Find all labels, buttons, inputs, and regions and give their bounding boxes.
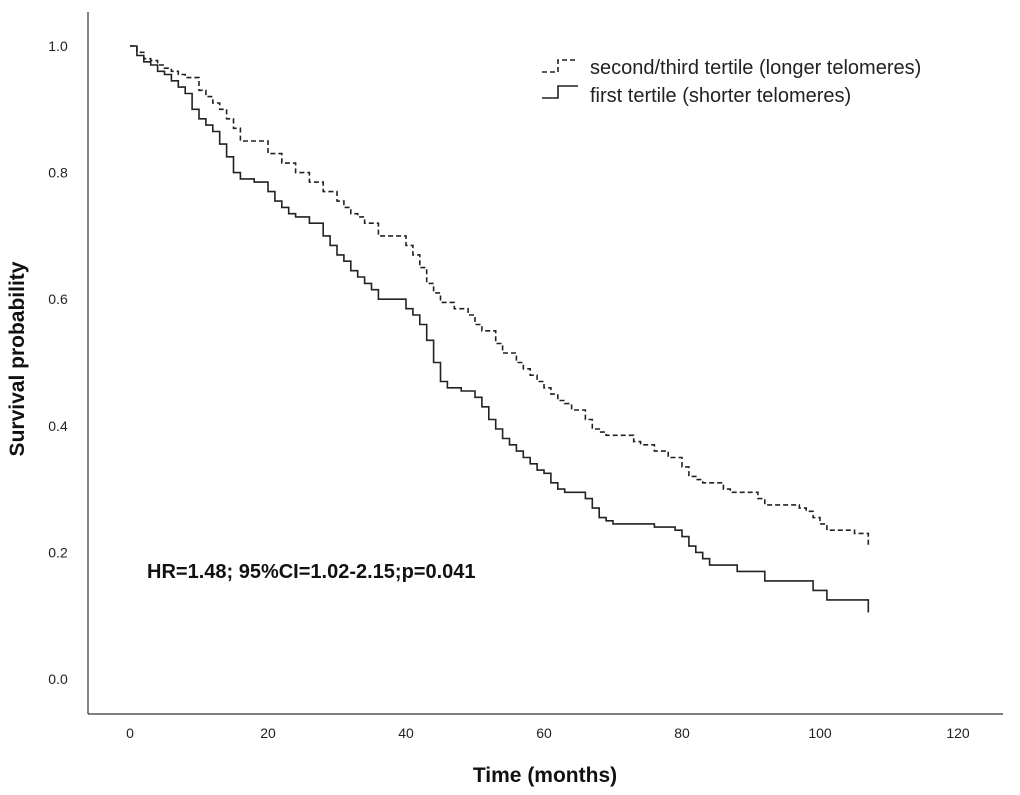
legend: second/third tertile (longer telomeres) … <box>542 57 921 107</box>
x-tick-label-4: 80 <box>674 725 690 741</box>
y-tick-label-3: 0.6 <box>48 291 68 307</box>
y-tick-labels: 0.0 0.2 0.4 0.6 0.8 1.0 <box>48 38 68 687</box>
y-tick-label-4: 0.8 <box>48 165 68 181</box>
y-axis-title: Survival probability <box>6 261 29 456</box>
y-tick-label-5: 1.0 <box>48 38 68 54</box>
legend-swatch-longer-telomeres <box>542 59 578 73</box>
legend-label-longer-telomeres: second/third tertile (longer telomeres) <box>590 57 921 79</box>
y-tick-label-0: 0.0 <box>48 671 68 687</box>
x-tick-label-5: 100 <box>808 725 832 741</box>
x-tick-labels: 0 20 40 60 80 100 120 <box>126 725 970 741</box>
y-tick-label-2: 0.4 <box>48 418 68 434</box>
x-tick-label-2: 40 <box>398 725 414 741</box>
survival-curves <box>130 45 870 613</box>
hazard-ratio-annotation: HR=1.48; 95%CI=1.02-2.15;p=0.041 <box>147 561 476 583</box>
legend-swatch-shorter-telomeres <box>542 85 578 99</box>
x-axis-title: Time (months) <box>473 764 617 787</box>
x-tick-label-6: 120 <box>946 725 970 741</box>
x-tick-label-1: 20 <box>260 725 276 741</box>
y-tick-label-1: 0.2 <box>48 544 68 560</box>
curve-shorter-telomeres <box>130 45 870 613</box>
curve-longer-telomeres <box>130 45 870 547</box>
legend-label-shorter-telomeres: first tertile (shorter telomeres) <box>590 85 851 107</box>
x-tick-label-0: 0 <box>126 725 134 741</box>
x-tick-label-3: 60 <box>536 725 552 741</box>
